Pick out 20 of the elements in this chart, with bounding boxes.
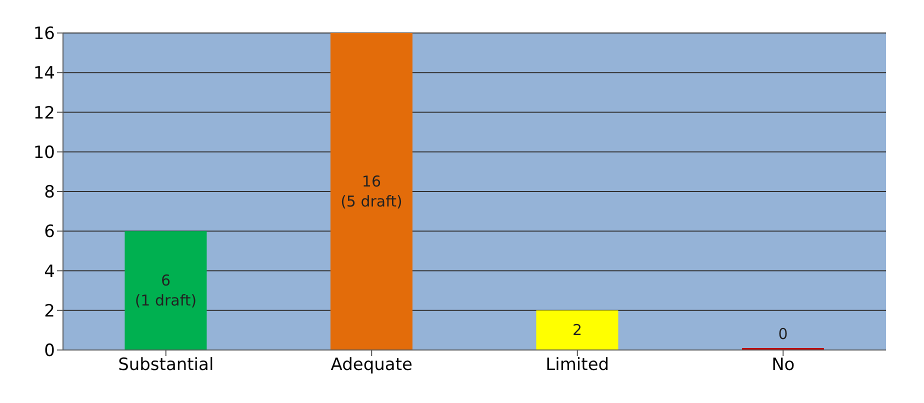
y-tick-label: 0 bbox=[44, 341, 55, 362]
x-tick-label: Limited bbox=[546, 355, 610, 376]
y-tick-label: 14 bbox=[33, 64, 55, 84]
y-tick-label: 2 bbox=[44, 301, 55, 322]
y-tick-label: 16 bbox=[33, 24, 55, 44]
y-tick-label: 12 bbox=[33, 103, 55, 124]
y-tick-label: 4 bbox=[44, 262, 55, 282]
bar bbox=[330, 33, 412, 350]
x-tick-label: Substantial bbox=[118, 355, 214, 376]
data-label: 6 (1 draft) bbox=[134, 272, 197, 310]
data-label: 0 bbox=[778, 325, 788, 343]
y-tick-label: 10 bbox=[33, 142, 55, 163]
x-tick-label: Adequate bbox=[330, 355, 412, 376]
x-tick-label: No bbox=[772, 355, 795, 376]
bar bbox=[536, 310, 618, 350]
bar bbox=[124, 231, 207, 350]
data-label: 2 bbox=[572, 321, 582, 340]
data-label: 16 (5 draft) bbox=[340, 172, 402, 210]
y-tick-label: 8 bbox=[44, 182, 55, 203]
y-tick-label: 6 bbox=[44, 222, 55, 242]
